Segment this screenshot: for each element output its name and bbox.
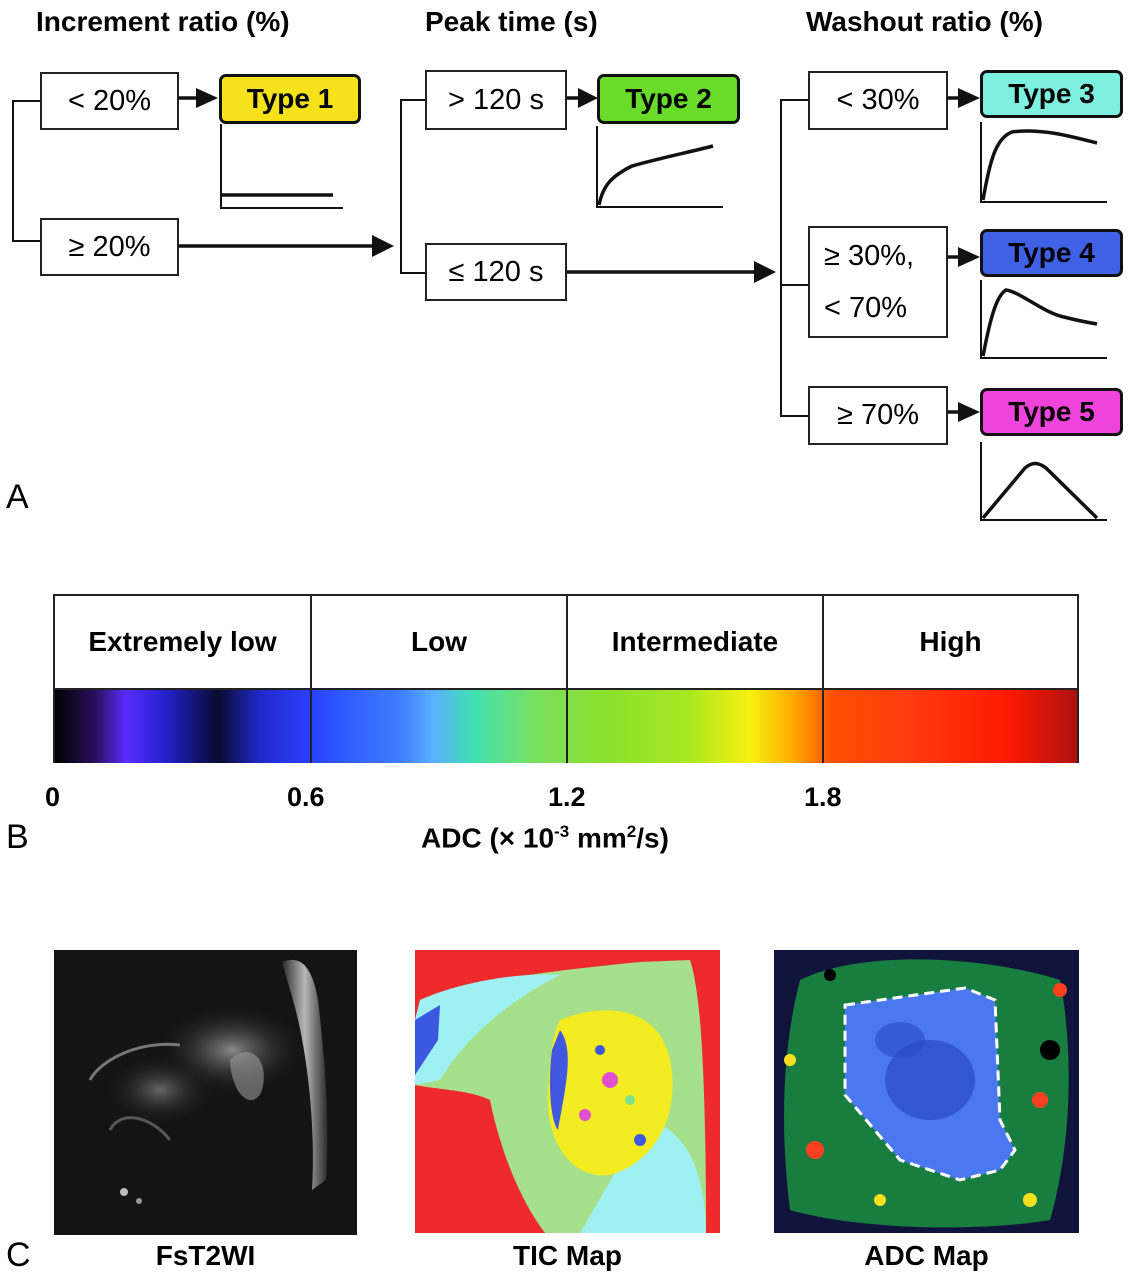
- tick-0: 0: [45, 782, 61, 812]
- flow-connectors: [12, 88, 1107, 521]
- category-intermediate: Intermediate: [568, 596, 824, 688]
- panel-c-label: C: [6, 1236, 31, 1274]
- category-high: High: [919, 626, 982, 657]
- peak-bracket: [400, 99, 425, 274]
- increment-ratio-header: Increment ratio (%): [36, 6, 290, 37]
- type1-curve: [220, 124, 343, 209]
- condition-washout-mid: ≥ 30%, < 70%: [808, 226, 948, 338]
- condition-washout-low: < 30%: [808, 71, 948, 130]
- type-3-badge: Type 3: [980, 70, 1123, 118]
- type4-curve: [980, 280, 1107, 359]
- condition-peak-low: ≤ 120 s: [425, 243, 567, 301]
- category-extremely-low: Extremely low: [55, 596, 312, 688]
- type-4-badge: Type 4: [980, 229, 1123, 277]
- adc-color-gradient: [55, 688, 1077, 763]
- type-2-badge: Type 2: [597, 74, 740, 124]
- type5-curve: [980, 442, 1107, 521]
- washout-bracket: [780, 99, 808, 417]
- category-low: Low: [312, 596, 568, 688]
- type-5-badge: Type 5: [980, 388, 1123, 436]
- condition-peak-high: > 120 s: [425, 70, 567, 130]
- peak-time-header: Peak time (s): [425, 6, 598, 37]
- panel-a-label: A: [6, 478, 29, 516]
- tick-1-2: 1.2: [548, 782, 586, 812]
- adc-scale-table: Extremely low Low Intermediate High: [53, 594, 1079, 763]
- washout-ratio-header: Washout ratio (%): [806, 6, 1043, 37]
- type2-curve: [596, 126, 723, 208]
- condition-increment-high: ≥ 20%: [40, 218, 179, 276]
- condition-increment-low: < 20%: [40, 72, 179, 130]
- caption-tic-map: TIC Map: [513, 1240, 622, 1271]
- panel-b-label: B: [6, 818, 29, 856]
- type-1-badge: Type 1: [219, 74, 361, 124]
- caption-adc-map: ADC Map: [864, 1240, 989, 1271]
- tick-1-8: 1.8: [804, 782, 842, 812]
- tic-map-image: [415, 950, 720, 1233]
- type3-curve: [980, 122, 1107, 203]
- caption-fst2wi: FsT2WI: [155, 1240, 256, 1271]
- condition-washout-high: ≥ 70%: [808, 386, 948, 445]
- adc-map-image: [774, 950, 1079, 1233]
- tick-0-6: 0.6: [287, 782, 325, 812]
- increment-bracket: [12, 100, 40, 242]
- adc-axis-title: ADC (× 10-3 mm2/s): [421, 822, 669, 854]
